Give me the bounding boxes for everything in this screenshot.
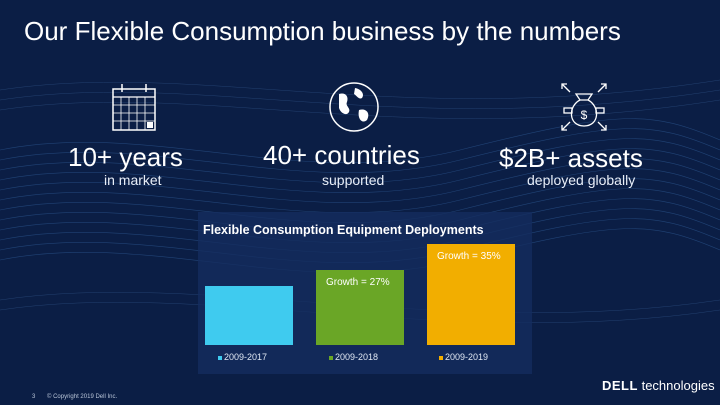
legend-swatch — [439, 355, 443, 360]
logo-brand: DELL — [602, 378, 638, 393]
legend-swatch — [329, 355, 333, 360]
bar-2009-2018 — [316, 270, 404, 345]
page-number: 3 — [32, 394, 36, 400]
bar-2009-2019 — [427, 244, 515, 345]
copyright-text: © Copyright 2019 Dell Inc. — [47, 394, 118, 400]
stat-years-value: 10+ years — [68, 142, 183, 172]
logo-suffix: Technologies — [641, 378, 715, 393]
bar-annotation-2009-2019: Growth = 35% — [437, 251, 501, 262]
legend-swatch — [218, 355, 222, 360]
legend-label: 2009-2019 — [445, 352, 489, 362]
chart-title: Flexible Consumption Equipment Deploymen… — [203, 223, 484, 237]
dell-technologies-logo: DELL Technologies — [602, 378, 715, 393]
page-title: Our Flexible Consumption business by the… — [24, 16, 621, 46]
legend-item-2009-2019: 2009-2019 — [439, 352, 488, 362]
stat-assets-label: deployed globally — [527, 172, 636, 188]
bar-annotation-2009-2018: Growth = 27% — [326, 277, 390, 288]
stat-countries-value: 40+ countries — [263, 140, 420, 170]
bar-2009-2017 — [205, 286, 293, 345]
legend-label: 2009-2017 — [224, 352, 268, 362]
stat-countries-label: supported — [322, 172, 385, 188]
globe-icon — [329, 82, 379, 132]
legend-item-2009-2017: 2009-2017 — [218, 352, 267, 362]
stat-assets-value: $2B+ assets — [499, 143, 643, 173]
stat-years-label: in market — [104, 172, 162, 188]
calendar-icon — [112, 84, 156, 131]
legend-item-2009-2018: 2009-2018 — [329, 352, 378, 362]
svg-text:$: $ — [581, 108, 588, 122]
money-bag-icon: $ — [561, 83, 607, 131]
legend-label: 2009-2018 — [335, 352, 379, 362]
